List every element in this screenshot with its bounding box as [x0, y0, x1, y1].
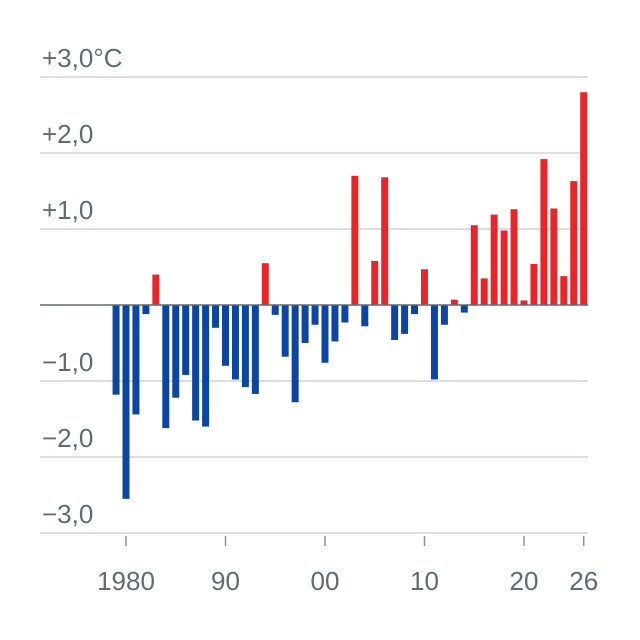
bar-1992 — [241, 305, 249, 388]
bar-2009 — [411, 305, 419, 315]
y-tick-label: +3,0°C — [42, 43, 123, 73]
bar-1989 — [212, 305, 220, 328]
x-tick-label: 00 — [311, 566, 340, 596]
bar-1995 — [271, 305, 279, 315]
x-tick-label: 90 — [211, 566, 240, 596]
bar-2001 — [331, 305, 339, 342]
bar-1990 — [222, 305, 229, 366]
bar-2010 — [421, 269, 428, 305]
x-tick-label: 20 — [510, 566, 539, 596]
bar-1987 — [192, 305, 200, 421]
bar-2004 — [361, 305, 369, 327]
bar-2002 — [341, 305, 349, 323]
bar-2024 — [560, 276, 568, 305]
bar-2014 — [460, 305, 468, 313]
bar-2019 — [510, 209, 518, 305]
bar-1988 — [202, 305, 210, 427]
bar-2012 — [440, 305, 448, 325]
y-tick-label: −3,0 — [42, 499, 93, 529]
bar-1980 — [122, 305, 130, 499]
bar-1991 — [231, 305, 239, 380]
bar-2020 — [520, 300, 528, 305]
bar-1984 — [162, 305, 170, 429]
bar-2003 — [351, 175, 359, 305]
bar-1997 — [291, 305, 299, 403]
bar-2013 — [450, 299, 458, 305]
bar-2025 — [570, 181, 578, 305]
bar-1994 — [261, 263, 269, 305]
y-tick-labels: +3,0°C +2,0 +1,0 −1,0 −2,0 −3,0 — [42, 43, 123, 529]
bar-2000 — [321, 305, 329, 363]
bar-1985 — [172, 305, 180, 398]
bar-2026 — [580, 92, 588, 305]
bar-1998 — [301, 305, 309, 343]
x-tick-label: 1980 — [97, 566, 155, 596]
bar-1996 — [281, 305, 289, 357]
bar-2023 — [550, 208, 558, 305]
bar-1981 — [132, 305, 140, 415]
bar-2011 — [430, 305, 438, 380]
x-axis: 1980 90 00 10 20 26 — [97, 536, 598, 596]
bar-1979 — [112, 305, 120, 395]
bar-2007 — [391, 305, 399, 340]
bar-2018 — [500, 230, 508, 305]
bar-2016 — [480, 278, 488, 305]
y-tick-label: +1,0 — [42, 195, 93, 225]
bar-1986 — [182, 305, 190, 375]
gridlines — [40, 76, 588, 534]
bar-2005 — [371, 260, 379, 305]
bar-2015 — [470, 225, 478, 305]
y-tick-label: −2,0 — [42, 423, 93, 453]
bar-2021 — [530, 263, 538, 305]
x-tick-label: 26 — [569, 566, 598, 596]
bar-1982 — [142, 305, 150, 315]
y-tick-label: +2,0 — [42, 119, 93, 149]
bar-2006 — [381, 177, 389, 305]
bar-1983 — [152, 274, 160, 305]
bar-1993 — [251, 305, 259, 394]
bars — [112, 92, 588, 499]
bar-2008 — [401, 305, 409, 334]
x-tick-label: 10 — [410, 566, 439, 596]
y-tick-label: −1,0 — [42, 347, 93, 377]
bar-2017 — [490, 214, 498, 305]
bar-1999 — [311, 305, 319, 325]
bar-2022 — [540, 159, 548, 305]
